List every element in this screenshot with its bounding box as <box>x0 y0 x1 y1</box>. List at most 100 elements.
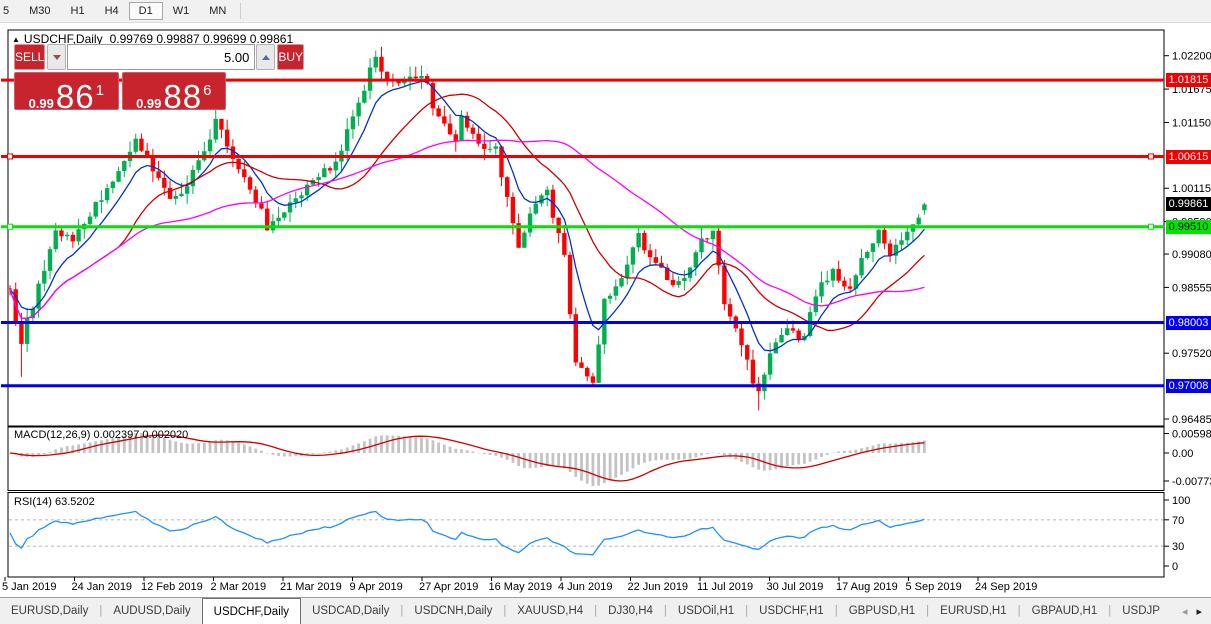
macd-indicator-label: MACD(12,26,9) 0.002397 0.002020 <box>14 429 189 441</box>
level-price-badge: 1.01815 <box>1166 73 1211 88</box>
chart-tabs-bar: EURUSD,Daily | AUDUSD,Daily USDCHF,Daily USD… <box>0 597 1211 624</box>
svg-text:21 Mar 2019: 21 Mar 2019 <box>280 581 342 593</box>
timeframe-button-w1[interactable]: W1 <box>172 5 190 17</box>
toolbar-separator <box>240 3 242 19</box>
svg-text:30 Jul 2019: 30 Jul 2019 <box>767 581 824 593</box>
svg-text:16 May 2019: 16 May 2019 <box>489 581 553 593</box>
svg-text:0.00: 0.00 <box>1172 448 1193 460</box>
rsi-pane-frame <box>7 492 1165 578</box>
timeframe-toolbar: 5 M30 H1 H4 D1 W1 MN <box>0 0 1211 23</box>
tab-separator: | <box>1017 605 1021 617</box>
svg-text:0.98555: 0.98555 <box>1172 282 1211 294</box>
svg-text:24 Jan 2019: 24 Jan 2019 <box>72 581 133 593</box>
triangle-down-icon <box>52 54 61 60</box>
rsi-indicator-label: RSI(14) 63.5202 <box>14 496 95 508</box>
tab-separator: | <box>400 605 404 617</box>
tab-separator: | <box>663 605 667 617</box>
buy-price-box[interactable]: 0.99886 <box>121 72 226 110</box>
price-axis: 1.022001.016751.011501.001150.995900.990… <box>1164 51 1211 426</box>
tab-separator: | <box>926 605 930 617</box>
level-drag-handle[interactable] <box>7 153 13 160</box>
svg-text:0.96485: 0.96485 <box>1172 414 1211 426</box>
tab-separator: | <box>834 605 838 617</box>
rsi-guide-lines <box>9 519 1163 547</box>
level-price-badge: 1.00615 <box>1166 149 1211 164</box>
chart-tab-eurusd-h1[interactable]: EURUSD,H1 <box>940 605 1007 617</box>
svg-text:0.97520: 0.97520 <box>1172 348 1211 360</box>
tab-scroll-left-icon[interactable]: ◂ <box>1181 605 1188 618</box>
svg-text:0.99080: 0.99080 <box>1172 249 1211 261</box>
timeframe-button-h1[interactable]: H1 <box>70 5 85 17</box>
svg-text:17 Aug 2019: 17 Aug 2019 <box>836 581 898 593</box>
svg-text:2 Mar 2019: 2 Mar 2019 <box>211 581 267 593</box>
trade-buttons-row: SELL BUY <box>14 44 305 70</box>
collapse-panel-icon[interactable]: ▲ <box>12 35 20 44</box>
chart-tab-gbpaud-h1[interactable]: GBPAUD,H1 <box>1031 605 1098 617</box>
tab-scroll-arrows: ◂ ▸ <box>1173 598 1211 624</box>
svg-text:1.00115: 1.00115 <box>1172 183 1211 195</box>
svg-text:9 Apr 2019: 9 Apr 2019 <box>350 581 403 593</box>
chart-tab-xauusd-h4[interactable]: XAUUSD,H4 <box>517 605 584 617</box>
lot-size-input[interactable] <box>67 44 256 70</box>
buy-button[interactable]: BUY <box>277 44 305 70</box>
chart-tab-usdoil-h1[interactable]: USDOil,H1 <box>677 605 735 617</box>
svg-text:1.02200: 1.02200 <box>1172 51 1211 63</box>
timeframe-button-d1[interactable]: D1 <box>128 2 163 20</box>
chart-tab-usdcnh-daily[interactable]: USDCNH,Daily <box>414 605 493 617</box>
tab-separator: | <box>99 605 103 617</box>
svg-text:12 Feb 2019: 12 Feb 2019 <box>141 581 203 593</box>
timeframe-button-5[interactable]: 5 <box>3 5 10 17</box>
lot-size-stepper <box>47 44 276 70</box>
svg-text:1.01150: 1.01150 <box>1172 117 1211 129</box>
indicator-axes: 0.005986 0.00 -0.007737 100 70 30 0 <box>1164 429 1211 573</box>
svg-text:0.005986: 0.005986 <box>1172 429 1211 441</box>
svg-text:70: 70 <box>1172 515 1184 527</box>
triangle-up-icon <box>261 54 270 60</box>
svg-text:30: 30 <box>1172 541 1184 553</box>
candles-layer <box>9 46 927 411</box>
timeframe-button-h4[interactable]: H4 <box>104 5 119 17</box>
horizontal-level-lines[interactable] <box>1 78 1164 388</box>
level-price-badge: 0.99510 <box>1166 219 1211 234</box>
timeframe-button-mn[interactable]: MN <box>209 5 227 17</box>
svg-text:27 Apr 2019: 27 Apr 2019 <box>419 581 478 593</box>
chart-tab-audusd-daily[interactable]: AUDUSD,Daily <box>113 605 191 617</box>
chart-tab-usdjp[interactable]: USDJP <box>1122 605 1160 617</box>
tab-separator: | <box>745 605 749 617</box>
rsi-line <box>9 510 925 556</box>
svg-text:-0.007737: -0.007737 <box>1172 476 1211 488</box>
buy-price-pip: 6 <box>203 82 212 99</box>
chart-title: ▲ USDCHF,Daily 0.99769 0.99887 0.99699 0.9… <box>12 32 293 46</box>
lot-decrease-button[interactable] <box>47 44 67 70</box>
tab-scroll-right-icon[interactable]: ▸ <box>1196 605 1202 618</box>
chart-symbol-label: USDCHF,Daily <box>23 32 103 46</box>
chart-tab-usdchf-h1[interactable]: USDCHF,H1 <box>759 605 824 617</box>
level-drag-handle[interactable] <box>1148 223 1154 230</box>
chart-tab-dj30-h4[interactable]: DJ30,H4 <box>608 605 653 617</box>
timeframe-button-m30[interactable]: M30 <box>29 5 51 17</box>
chart-tab-eurusd-daily[interactable]: EURUSD,Daily <box>11 605 89 617</box>
chart-tab-gbpusd-h1[interactable]: GBPUSD,H1 <box>848 605 916 617</box>
sell-price-box[interactable]: 0.99861 <box>14 72 119 110</box>
tab-separator: | <box>503 605 507 617</box>
svg-text:0: 0 <box>1172 561 1178 573</box>
sell-price-pip: 1 <box>95 82 104 99</box>
one-click-trading-panel: SELL BUY 0.99861 0.99886 <box>14 44 305 110</box>
date-axis: 5 Jan 2019 24 Jan 2019 12 Feb 2019 2 Mar 20… <box>2 577 1037 593</box>
svg-text:11 Jul 2019: 11 Jul 2019 <box>697 581 753 593</box>
tab-separator: | <box>1108 605 1112 617</box>
level-drag-handle[interactable] <box>7 223 13 230</box>
level-drag-handle[interactable] <box>1148 153 1154 160</box>
svg-text:100: 100 <box>1172 495 1190 507</box>
sell-button[interactable]: SELL <box>14 44 46 70</box>
svg-text:5 Sep 2019: 5 Sep 2019 <box>906 581 962 593</box>
svg-text:4 Jun 2019: 4 Jun 2019 <box>558 581 612 593</box>
chart-tab-usdcad-daily[interactable]: USDCAD,Daily <box>312 605 390 617</box>
buy-price-big: 88 <box>163 78 203 110</box>
lot-increase-button[interactable] <box>256 44 276 70</box>
chart-tab-usdchf-daily[interactable]: USDCHF,Daily <box>201 598 302 624</box>
level-price-badge: 0.97008 <box>1166 378 1211 393</box>
svg-text:5 Jan 2019: 5 Jan 2019 <box>2 581 56 593</box>
current-price-badge: 0.99861 <box>1166 197 1211 212</box>
